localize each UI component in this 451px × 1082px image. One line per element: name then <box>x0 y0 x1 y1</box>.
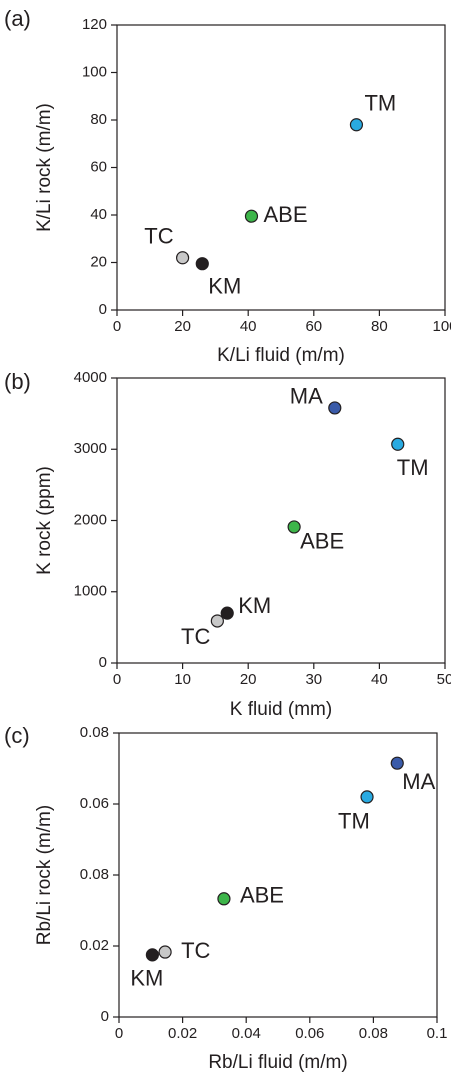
y-tick-label: 60 <box>90 158 107 175</box>
y-tick-label: 0 <box>99 301 107 318</box>
x-tick-label: 100 <box>432 318 451 335</box>
x-tick-label: 0 <box>115 1025 123 1042</box>
x-tick-label: 80 <box>371 318 388 335</box>
data-point <box>217 892 231 906</box>
x-axis-label: K/Li fluid (m/m) <box>217 345 345 366</box>
point-label: TC <box>181 624 210 649</box>
y-axis-label: K rock (ppm) <box>34 466 55 575</box>
x-tick-label: 0.08 <box>359 1025 388 1042</box>
x-tick-label: 50 <box>437 671 451 688</box>
point-label: TC <box>181 938 210 963</box>
panel-label: (b) <box>4 369 31 394</box>
y-tick-label: 0.02 <box>80 937 109 954</box>
y-tick-label: 40 <box>90 206 107 223</box>
x-tick-label: 20 <box>174 318 191 335</box>
point-label: MA <box>290 384 323 409</box>
x-tick-label: 40 <box>240 318 257 335</box>
panel-label: (c) <box>4 723 30 748</box>
y-tick-label: 0 <box>99 654 107 671</box>
data-point <box>390 756 404 770</box>
y-tick-label: 1000 <box>74 583 107 600</box>
point-label: KM <box>130 966 163 991</box>
y-tick-label: 0.06 <box>80 795 109 812</box>
point-label: ABE <box>300 529 344 554</box>
point-label: KM <box>238 593 271 618</box>
x-tick-label: 0.1 <box>427 1025 448 1042</box>
y-tick-label: 3000 <box>74 440 107 457</box>
x-axis-label: Rb/Li fluid (m/m) <box>208 1052 347 1073</box>
plot-frame <box>118 732 438 1018</box>
y-tick-label: 4000 <box>74 369 107 386</box>
plot-frame <box>116 377 446 664</box>
x-tick-label: 0.04 <box>232 1025 261 1042</box>
data-point <box>145 948 159 962</box>
x-tick-label: 60 <box>305 318 322 335</box>
y-tick-label: 20 <box>90 253 107 270</box>
x-tick-label: 0.06 <box>295 1025 324 1042</box>
y-tick-label: 120 <box>82 16 107 33</box>
y-tick-label: 80 <box>90 111 107 128</box>
plot-frame <box>116 24 446 311</box>
data-point <box>195 257 209 271</box>
data-point <box>287 520 301 534</box>
panel-label: (a) <box>4 6 31 31</box>
data-point <box>158 945 172 959</box>
y-tick-label: 0 <box>101 1008 109 1025</box>
y-tick-label: 100 <box>82 63 107 80</box>
data-point <box>210 614 224 628</box>
x-tick-label: 0 <box>113 671 121 688</box>
y-tick-label: 2000 <box>74 511 107 528</box>
data-point <box>244 209 259 223</box>
data-point <box>176 251 190 265</box>
x-tick-label: 10 <box>174 671 191 688</box>
data-point <box>328 401 342 415</box>
x-tick-label: 40 <box>371 671 388 688</box>
x-axis-label: K fluid (mm) <box>230 699 332 720</box>
point-label: KM <box>208 274 241 299</box>
y-axis-label: K/Li rock (m/m) <box>34 103 55 232</box>
y-tick-label: 0.08 <box>80 724 109 741</box>
data-point <box>220 606 234 620</box>
y-tick-label: 0.08 <box>80 866 109 883</box>
data-point <box>349 118 364 132</box>
point-label: MA <box>402 769 435 794</box>
x-tick-label: 0.02 <box>168 1025 197 1042</box>
point-label: TM <box>364 91 396 116</box>
point-label: TC <box>144 224 173 249</box>
x-tick-label: 30 <box>305 671 322 688</box>
x-tick-label: 20 <box>240 671 257 688</box>
point-label: TM <box>397 455 429 480</box>
y-axis-label: Rb/Li rock (m/m) <box>34 805 55 945</box>
data-point <box>360 790 374 804</box>
data-point <box>391 437 405 451</box>
x-tick-label: 0 <box>113 318 121 335</box>
point-label: ABE <box>240 883 284 908</box>
point-label: TM <box>338 809 370 834</box>
point-label: ABE <box>263 202 307 227</box>
